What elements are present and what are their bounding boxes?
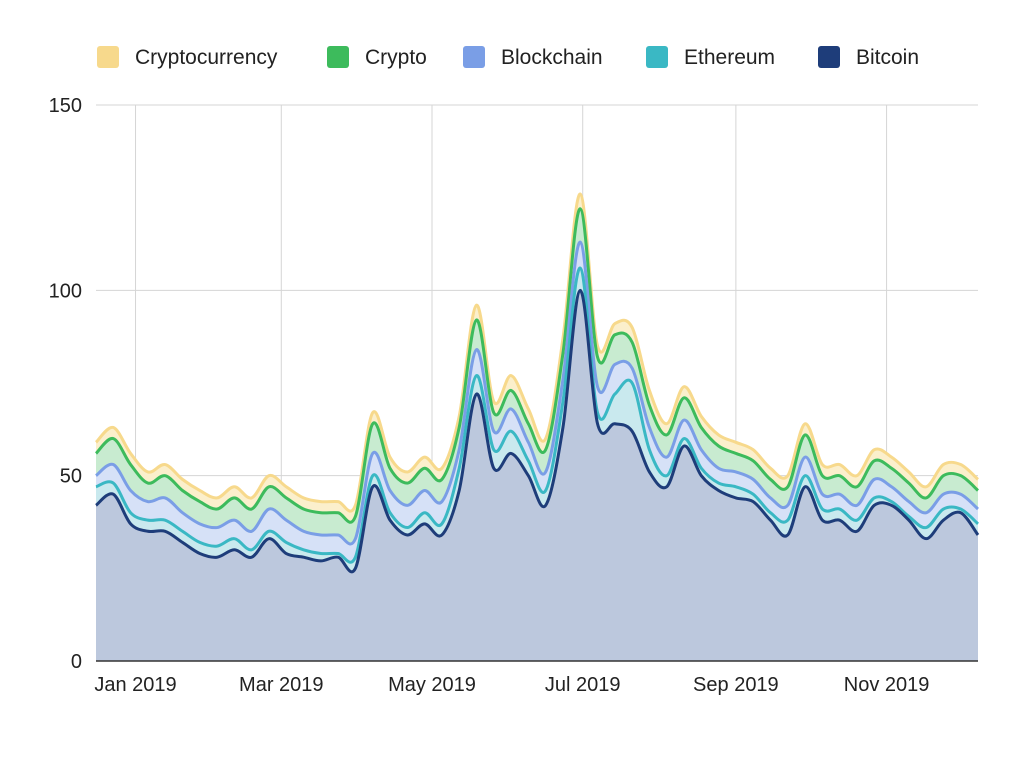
legend-swatch xyxy=(646,46,668,68)
x-tick-label: Jul 2019 xyxy=(545,674,621,696)
legend-label: Cryptocurrency xyxy=(135,46,278,69)
legend-label: Ethereum xyxy=(684,46,775,69)
y-tick-label: 0 xyxy=(71,651,82,673)
x-tick-label: Nov 2019 xyxy=(844,674,930,696)
line-ethereum xyxy=(95,266,980,564)
series-areas xyxy=(96,193,978,662)
x-tick-label: Sep 2019 xyxy=(693,674,779,696)
legend-item-blockchain: Blockchain xyxy=(463,46,603,69)
legend-swatch xyxy=(97,46,119,68)
y-tick-label: 100 xyxy=(49,280,82,302)
x-tick-label: May 2019 xyxy=(388,674,476,696)
legend-item-ethereum: Ethereum xyxy=(646,46,775,69)
line-crypto xyxy=(94,207,980,524)
legend-item-crypto: Crypto xyxy=(327,46,427,69)
area-bitcoin xyxy=(96,290,978,661)
line-bitcoin xyxy=(95,288,980,574)
legend: Cryptocurrency Crypto Blockchain Ethereum Bi… xyxy=(97,46,919,69)
series-lines xyxy=(94,192,980,574)
y-tick-label: 150 xyxy=(49,95,82,117)
line-cryptocurrency xyxy=(94,192,980,513)
x-tick-label: Mar 2019 xyxy=(239,674,324,696)
legend-swatch xyxy=(818,46,840,68)
line-blockchain xyxy=(95,240,980,546)
axes: 0 50 100 150 Jan 2019 Mar 2019 May 2019 Jul 201… xyxy=(49,95,978,696)
legend-label: Bitcoin xyxy=(856,46,919,69)
legend-item-cryptocurrency: Cryptocurrency xyxy=(97,46,278,69)
legend-label: Blockchain xyxy=(501,46,603,69)
y-tick-label: 50 xyxy=(60,466,82,488)
x-tick-label: Jan 2019 xyxy=(94,674,176,696)
legend-swatch xyxy=(327,46,349,68)
legend-item-bitcoin: Bitcoin xyxy=(818,46,919,69)
legend-swatch xyxy=(463,46,485,68)
legend-label: Crypto xyxy=(365,46,427,69)
